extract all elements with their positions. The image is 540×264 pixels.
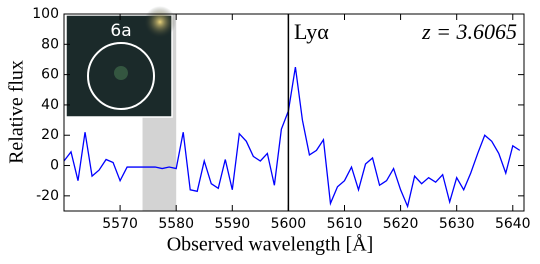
x-tick-label: 5610 bbox=[327, 216, 363, 232]
inset-image: 6a bbox=[65, 6, 176, 118]
y-tick-label: 60 bbox=[41, 67, 59, 83]
x-tick-label: 5620 bbox=[383, 216, 419, 232]
inset-label: 6a bbox=[110, 21, 131, 41]
x-tick-label: 5590 bbox=[214, 216, 250, 232]
x-tick-label: 5640 bbox=[495, 216, 531, 232]
x-axis-label: Observed wavelength [Å] bbox=[167, 234, 374, 256]
plot-frame bbox=[63, 13, 525, 212]
y-tick-label: 80 bbox=[41, 36, 59, 52]
inset-blob bbox=[144, 6, 176, 38]
x-tick-label: 5580 bbox=[158, 216, 194, 232]
y-tick-label: 40 bbox=[41, 97, 59, 113]
x-tick-label: 5630 bbox=[439, 216, 475, 232]
y-tick-label: 20 bbox=[41, 127, 59, 143]
spectrum-line bbox=[63, 66, 521, 209]
inset-source bbox=[114, 66, 128, 80]
x-tick-label: 5600 bbox=[271, 216, 307, 232]
annotation: Lyα bbox=[294, 19, 329, 44]
annotation: z = 3.6065 bbox=[421, 19, 517, 44]
inset-aperture bbox=[87, 42, 155, 110]
y-axis-label: Relative flux bbox=[6, 60, 28, 164]
y-tick-label: 100 bbox=[32, 6, 59, 22]
y-tick-label: 0 bbox=[50, 158, 59, 174]
y-tick-label: -20 bbox=[36, 188, 59, 204]
x-tick-label: 5570 bbox=[102, 216, 138, 232]
